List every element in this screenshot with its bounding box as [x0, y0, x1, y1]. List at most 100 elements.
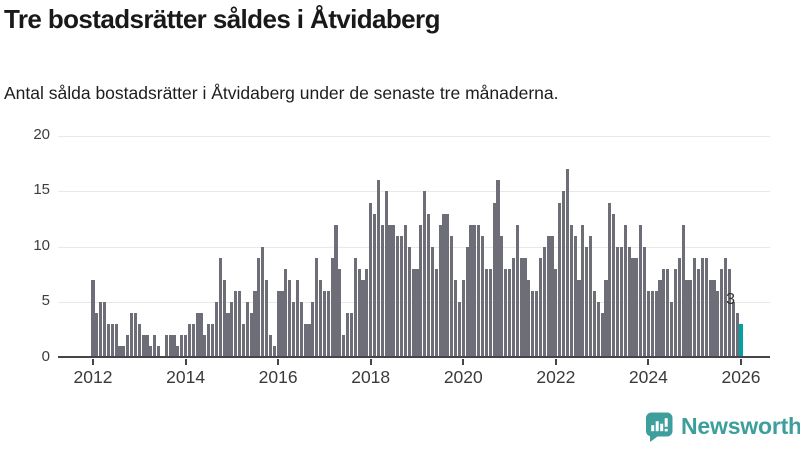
- bar[interactable]: [249, 313, 253, 358]
- bar[interactable]: [581, 224, 585, 358]
- bar[interactable]: [211, 324, 215, 358]
- bar[interactable]: [164, 335, 168, 358]
- bar[interactable]: [612, 213, 616, 358]
- bar[interactable]: [388, 224, 392, 358]
- bar[interactable]: [654, 291, 658, 358]
- bar[interactable]: [527, 280, 531, 358]
- bar[interactable]: [623, 224, 627, 358]
- bar[interactable]: [168, 335, 172, 358]
- bar[interactable]: [558, 202, 562, 358]
- bar[interactable]: [103, 302, 107, 358]
- bar[interactable]: [700, 257, 704, 358]
- bar[interactable]: [442, 213, 446, 358]
- bar[interactable]: [133, 313, 137, 358]
- bar[interactable]: [488, 268, 492, 358]
- bar[interactable]: [631, 257, 635, 358]
- bar[interactable]: [110, 324, 114, 358]
- bar[interactable]: [662, 268, 666, 358]
- bar[interactable]: [187, 324, 191, 358]
- bar[interactable]: [153, 335, 157, 358]
- bar[interactable]: [334, 224, 338, 358]
- bar[interactable]: [473, 224, 477, 358]
- bar[interactable]: [265, 280, 269, 358]
- bar[interactable]: [373, 213, 377, 358]
- bar[interactable]: [531, 291, 535, 358]
- bar[interactable]: [635, 257, 639, 358]
- bar[interactable]: [600, 313, 604, 358]
- bar[interactable]: [577, 280, 581, 358]
- bar[interactable]: [643, 246, 647, 358]
- bar[interactable]: [423, 191, 427, 358]
- bar[interactable]: [646, 291, 650, 358]
- bar[interactable]: [523, 257, 527, 358]
- bar[interactable]: [234, 291, 238, 358]
- bar[interactable]: [542, 246, 546, 358]
- bar[interactable]: [511, 257, 515, 358]
- bar[interactable]: [357, 268, 361, 358]
- newsworthy-logo[interactable]: Newsworthy: [644, 411, 800, 442]
- bar[interactable]: [697, 268, 701, 358]
- bar[interactable]: [546, 235, 550, 358]
- bar[interactable]: [319, 280, 323, 358]
- bar[interactable]: [727, 268, 731, 358]
- bar[interactable]: [596, 302, 600, 358]
- bar[interactable]: [145, 335, 149, 358]
- bar[interactable]: [481, 235, 485, 358]
- bar[interactable]: [569, 224, 573, 358]
- bar[interactable]: [465, 246, 469, 358]
- bar[interactable]: [427, 213, 431, 358]
- bar[interactable]: [724, 257, 728, 358]
- bar[interactable]: [515, 224, 519, 358]
- bar[interactable]: [288, 280, 292, 358]
- bar[interactable]: [346, 313, 350, 358]
- bar[interactable]: [122, 346, 126, 358]
- bar[interactable]: [434, 268, 438, 358]
- bar[interactable]: [446, 213, 450, 358]
- bar[interactable]: [438, 224, 442, 358]
- bar[interactable]: [508, 268, 512, 358]
- bar[interactable]: [454, 280, 458, 358]
- bar[interactable]: [184, 335, 188, 358]
- bar[interactable]: [627, 246, 631, 358]
- bar[interactable]: [677, 257, 681, 358]
- bar[interactable]: [307, 324, 311, 358]
- bar[interactable]: [689, 280, 693, 358]
- bar[interactable]: [245, 302, 249, 358]
- bar[interactable]: [496, 180, 500, 358]
- highlighted-bar[interactable]: [739, 324, 743, 358]
- bar[interactable]: [376, 180, 380, 358]
- bar[interactable]: [299, 302, 303, 358]
- bar[interactable]: [477, 224, 481, 358]
- bar[interactable]: [311, 302, 315, 358]
- bar[interactable]: [141, 335, 145, 358]
- bar[interactable]: [565, 169, 569, 358]
- bar[interactable]: [396, 235, 400, 358]
- bar[interactable]: [400, 235, 404, 358]
- bar[interactable]: [407, 246, 411, 358]
- bar[interactable]: [369, 202, 373, 358]
- bar[interactable]: [535, 291, 539, 358]
- bar[interactable]: [91, 280, 95, 358]
- bar[interactable]: [218, 257, 222, 358]
- bar[interactable]: [619, 246, 623, 358]
- bar[interactable]: [658, 280, 662, 358]
- bar[interactable]: [492, 202, 496, 358]
- bar[interactable]: [222, 280, 226, 358]
- bar[interactable]: [704, 257, 708, 358]
- bar[interactable]: [685, 280, 689, 358]
- bar[interactable]: [708, 280, 712, 358]
- bar[interactable]: [172, 335, 176, 358]
- bar[interactable]: [342, 335, 346, 358]
- bar[interactable]: [430, 246, 434, 358]
- bar[interactable]: [380, 224, 384, 358]
- bar[interactable]: [99, 302, 103, 358]
- bar[interactable]: [191, 324, 195, 358]
- bar[interactable]: [137, 324, 141, 358]
- bar[interactable]: [238, 291, 242, 358]
- bar[interactable]: [276, 291, 280, 358]
- bar[interactable]: [157, 346, 161, 358]
- bar[interactable]: [338, 268, 342, 358]
- bar[interactable]: [681, 224, 685, 358]
- bar[interactable]: [666, 268, 670, 358]
- bar[interactable]: [130, 313, 134, 358]
